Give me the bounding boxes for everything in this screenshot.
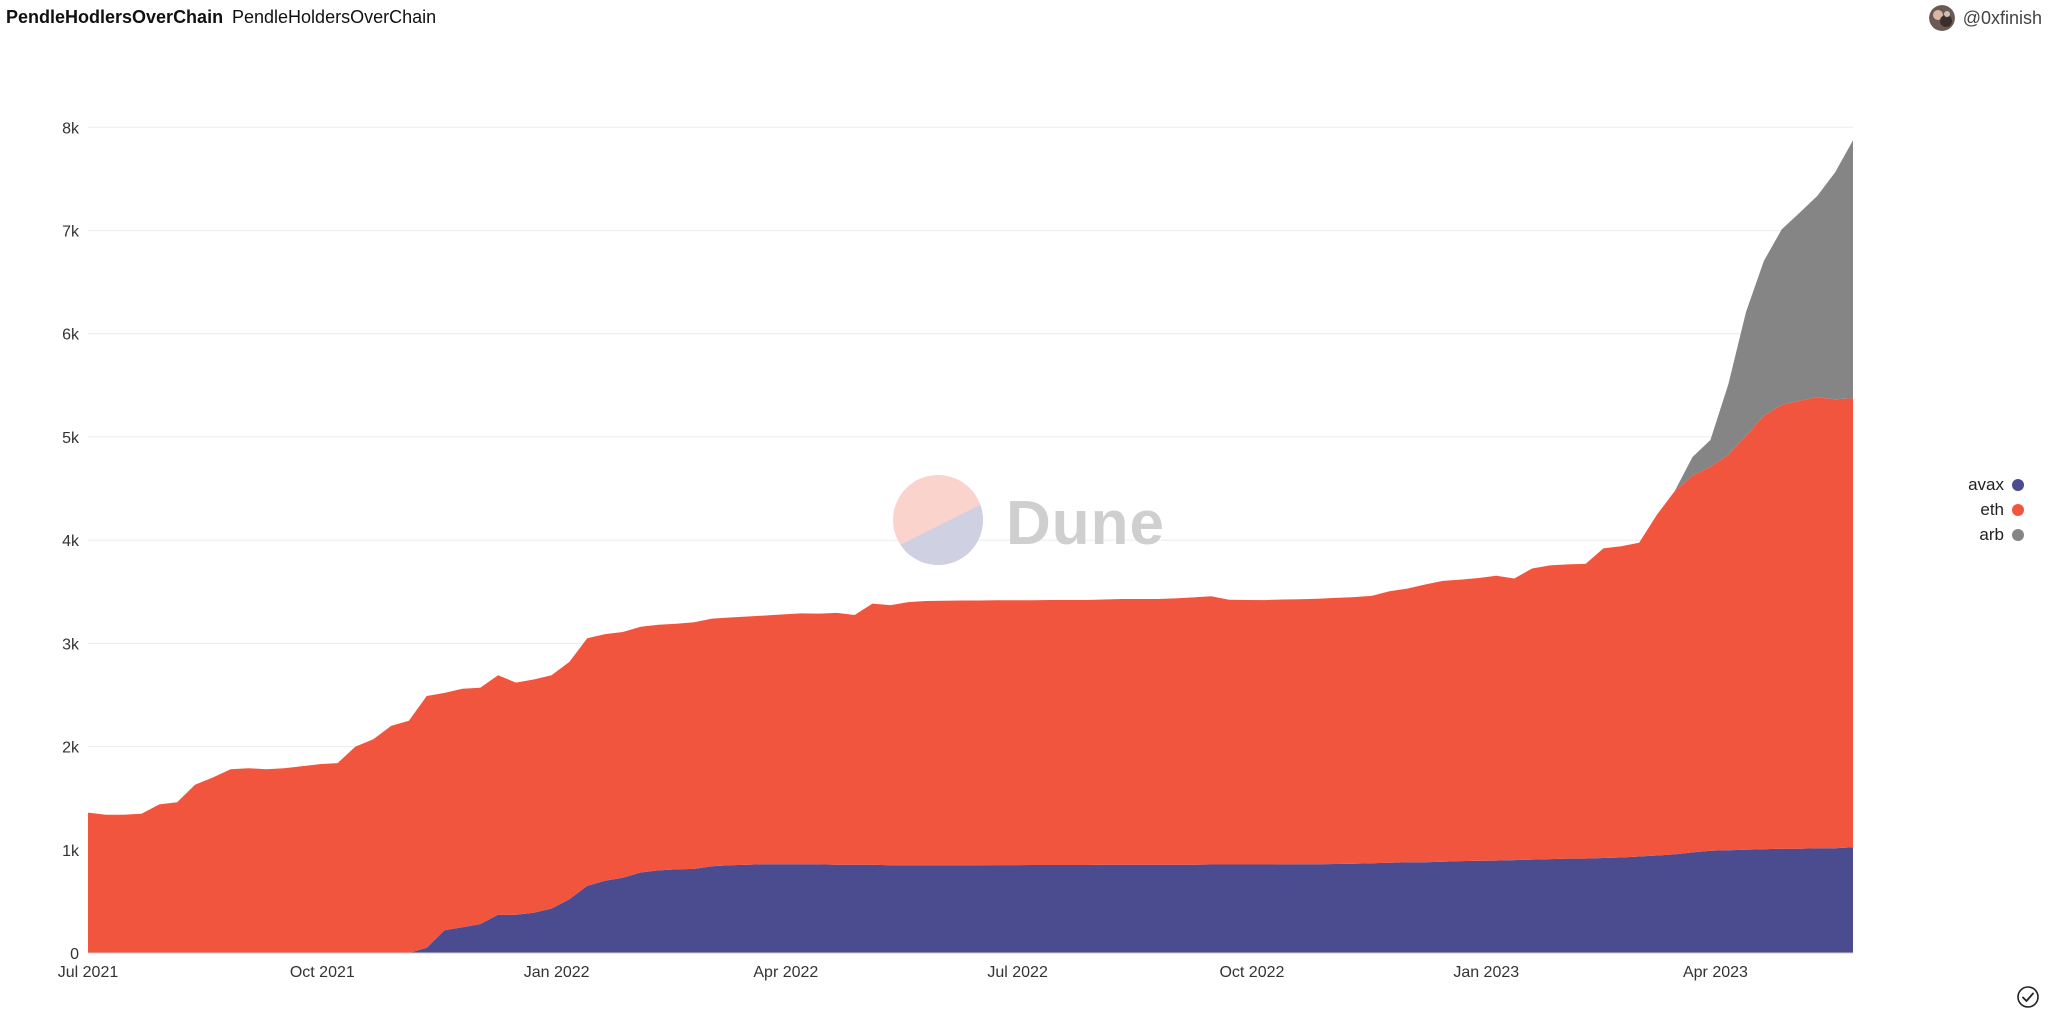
y-tick-label: 1k	[62, 843, 80, 860]
visualization-title: PendleHoldersOverChain	[232, 7, 437, 27]
x-tick-label: Jul 2021	[58, 964, 119, 981]
legend-label: arb	[1979, 524, 2004, 544]
y-tick-label: 5k	[62, 430, 80, 447]
y-tick-label: 6k	[62, 327, 80, 344]
query-title[interactable]: PendleHodlersOverChain	[6, 7, 224, 27]
legend-label: eth	[1980, 499, 2004, 519]
x-axis-ticks: Jul 2021 Oct 2021 Jan 2022 Apr 2022 Jul 2022…	[58, 964, 1748, 981]
y-tick-label: 0	[70, 946, 79, 963]
area-series-avax[interactable]	[88, 847, 1853, 953]
chart-header: PendleHodlersOverChain PendleHoldersOver…	[0, 0, 2048, 38]
x-tick-label: Apr 2022	[753, 964, 818, 981]
x-tick-label: Apr 2023	[1683, 964, 1748, 981]
y-tick-label: 4k	[62, 533, 80, 550]
legend-item-avax[interactable]: avax	[1968, 472, 2024, 497]
status-check-icon	[2016, 985, 2040, 1009]
author-name: @0xfinish	[1962, 7, 2042, 28]
legend-label: avax	[1968, 474, 2004, 494]
y-tick-label: 8k	[62, 120, 80, 137]
legend-swatch	[2012, 528, 2024, 541]
x-tick-label: Jan 2022	[524, 964, 590, 981]
legend-item-eth[interactable]: eth	[1968, 497, 2024, 522]
x-tick-label: Jul 2022	[987, 964, 1048, 981]
x-tick-label: Jan 2023	[1453, 964, 1519, 981]
chart-legend: avax eth arb	[1968, 472, 2024, 547]
area-series-eth[interactable]	[88, 397, 1853, 953]
y-axis-ticks: 0 1k 2k 3k 4k 5k 6k 7k 8k	[62, 120, 80, 963]
x-tick-label: Oct 2021	[290, 964, 355, 981]
series-areas	[88, 140, 1853, 953]
avatar	[1928, 5, 1955, 31]
y-tick-label: 3k	[62, 636, 80, 653]
y-tick-label: 7k	[62, 223, 80, 240]
y-tick-label: 2k	[62, 740, 80, 757]
author-link[interactable]: @0xfinish	[1928, 5, 2042, 31]
legend-item-arb[interactable]: arb	[1968, 522, 2024, 547]
watermark-text: Dune	[1006, 489, 1165, 558]
dune-watermark	[893, 475, 983, 565]
x-tick-label: Oct 2022	[1219, 964, 1284, 981]
legend-swatch	[2012, 503, 2024, 516]
legend-swatch	[2012, 478, 2024, 491]
